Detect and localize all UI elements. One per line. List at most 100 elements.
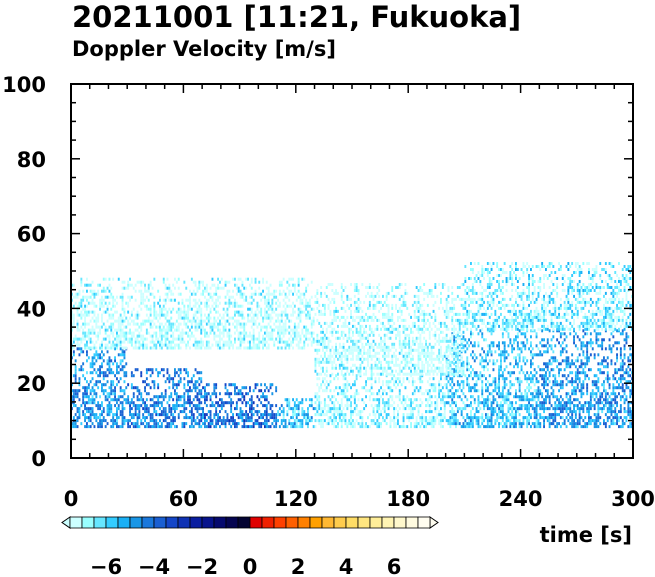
velocity-cell [468, 422, 470, 426]
velocity-cell [284, 313, 287, 317]
velocity-cell [237, 289, 240, 293]
velocity-cell [531, 353, 534, 357]
velocity-cell [239, 416, 242, 420]
velocity-cell [265, 398, 268, 402]
velocity-cell [74, 337, 77, 341]
velocity-cell [172, 386, 175, 390]
velocity-cell [574, 380, 577, 384]
velocity-cell [335, 363, 337, 367]
velocity-cell [147, 392, 150, 396]
velocity-cell [389, 416, 392, 420]
velocity-cell [228, 422, 231, 426]
velocity-cell [254, 313, 257, 317]
velocity-cell [576, 347, 579, 351]
velocity-cell [185, 298, 188, 302]
velocity-cell [327, 383, 330, 387]
velocity-cell [468, 425, 470, 429]
velocity-cell [565, 365, 568, 369]
velocity-cell [205, 301, 208, 305]
velocity-cell [284, 346, 287, 350]
velocity-cell [359, 351, 362, 355]
velocity-cell [518, 353, 521, 357]
velocity-cell [228, 298, 231, 302]
velocity-cell [262, 289, 264, 293]
velocity-cell [234, 310, 236, 314]
velocity-cell [498, 425, 500, 429]
velocity-cell [548, 407, 551, 411]
velocity-cell [584, 356, 587, 360]
velocity-cell [316, 360, 319, 364]
velocity-cell [344, 351, 347, 355]
velocity-cell [101, 383, 103, 387]
velocity-cell [441, 425, 444, 429]
velocity-cell [228, 340, 231, 344]
velocity-cell [353, 363, 356, 367]
velocity-cell [335, 407, 337, 411]
velocity-cell [601, 401, 604, 405]
velocity-cell [87, 425, 90, 429]
velocity-cell [162, 413, 165, 417]
velocity-cell [475, 422, 478, 426]
velocity-cell [144, 283, 146, 287]
velocity-cell [282, 325, 285, 329]
velocity-cell [265, 325, 268, 329]
velocity-cell [192, 304, 195, 308]
velocity-cell [558, 404, 560, 408]
velocity-cell [219, 280, 221, 284]
velocity-cell [228, 395, 231, 399]
velocity-cell [539, 374, 542, 378]
velocity-cell [322, 303, 324, 307]
velocity-cell [213, 389, 216, 393]
velocity-cell [108, 368, 111, 372]
velocity-cell [359, 366, 362, 370]
velocity-cell [196, 380, 199, 384]
velocity-cell [338, 345, 341, 349]
velocity-cell [145, 416, 148, 420]
velocity-cell [520, 422, 523, 426]
velocity-cell [567, 374, 570, 378]
velocity-cell [342, 413, 345, 417]
velocity-cell [559, 368, 562, 372]
velocity-cell [567, 407, 570, 411]
velocity-cell [241, 325, 244, 329]
velocity-cell [260, 401, 263, 405]
velocity-cell [198, 419, 201, 423]
velocity-cell [292, 337, 294, 341]
velocity-cell [187, 340, 189, 344]
velocity-cell [528, 389, 530, 393]
velocity-cell [340, 404, 343, 408]
velocity-cell [580, 347, 583, 351]
velocity-cell [260, 413, 263, 417]
velocity-cell [565, 350, 568, 354]
velocity-cell [265, 346, 268, 350]
velocity-cell [74, 301, 77, 305]
velocity-cell [91, 395, 94, 399]
velocity-cell [436, 404, 439, 408]
velocity-cell [503, 386, 506, 390]
velocity-cell [571, 371, 574, 375]
velocity-cell [254, 386, 257, 390]
velocity-cell [241, 304, 244, 308]
velocity-cell [503, 422, 506, 426]
velocity-cell [453, 335, 456, 339]
velocity-cell [198, 307, 201, 311]
velocity-cell [619, 332, 622, 336]
velocity-cell [588, 401, 590, 405]
velocity-cell [149, 386, 152, 390]
velocity-cell [603, 419, 605, 423]
velocity-cell [539, 368, 542, 372]
velocity-cell [434, 419, 437, 423]
velocity-cell [284, 295, 287, 299]
velocity-cell [192, 374, 195, 378]
velocity-cell [175, 371, 178, 375]
velocity-cell [561, 416, 564, 420]
velocity-cell [548, 395, 551, 399]
velocity-cell [116, 328, 118, 332]
velocity-cell [129, 410, 131, 414]
velocity-cell [406, 416, 409, 420]
velocity-cell [267, 337, 270, 341]
velocity-cell [404, 386, 407, 390]
velocity-cell [471, 407, 474, 411]
velocity-cell [518, 419, 521, 423]
velocity-cell [89, 328, 92, 332]
